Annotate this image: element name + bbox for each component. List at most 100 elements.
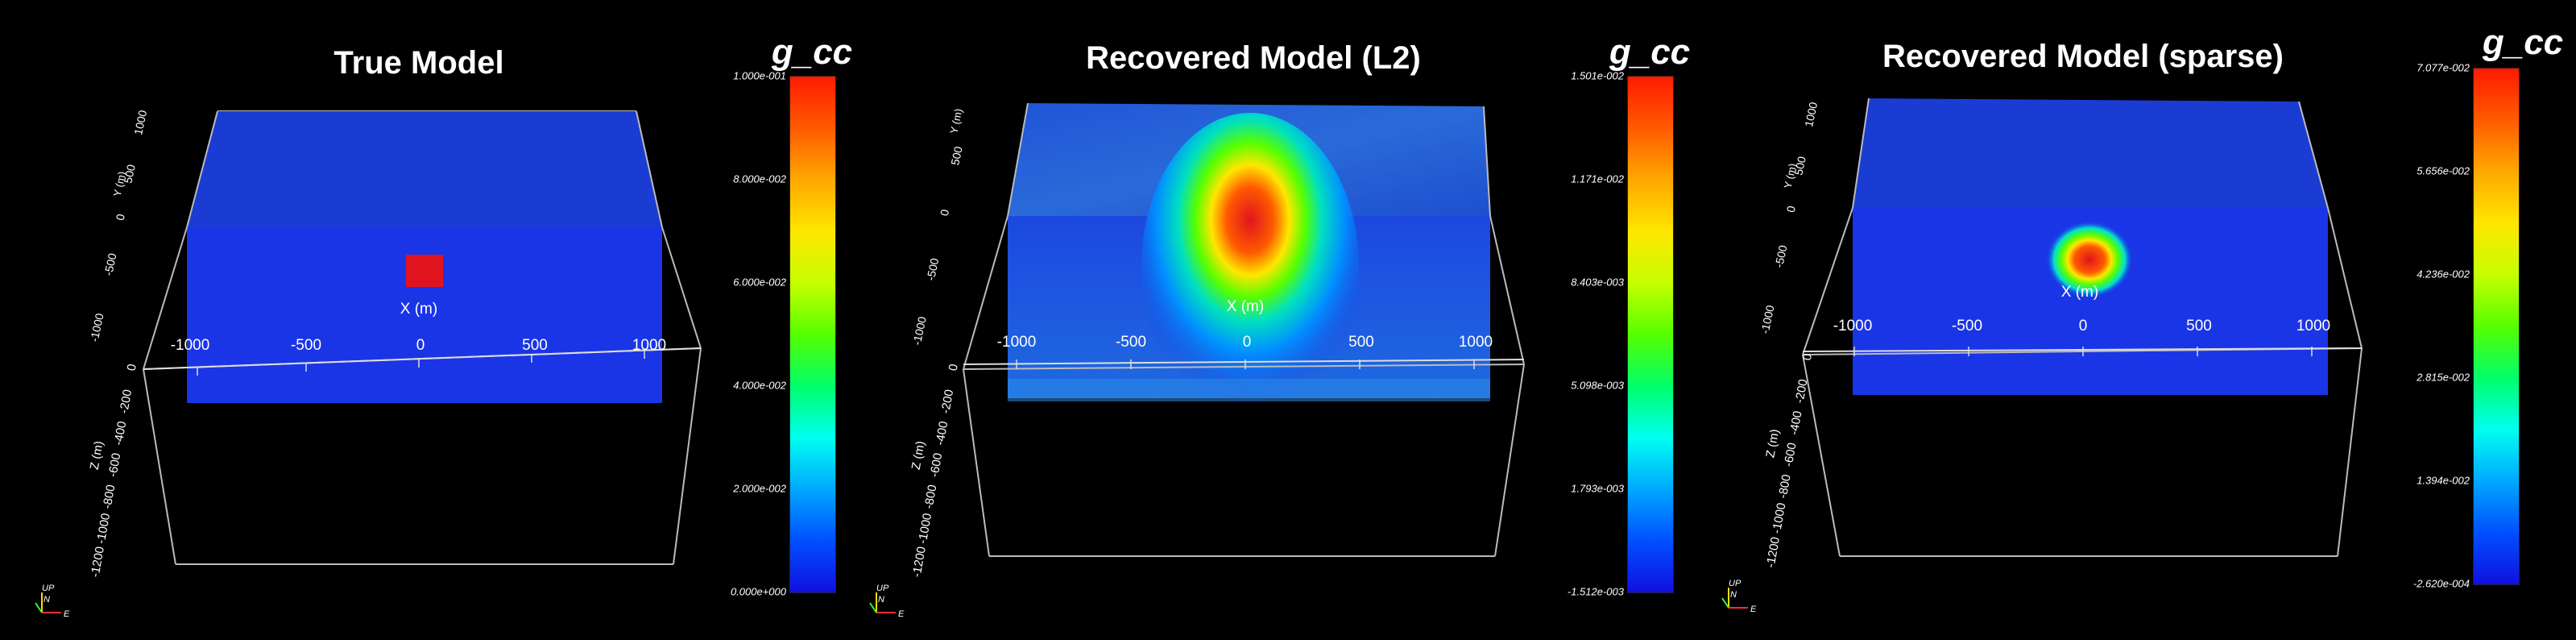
colorbar-title: g_cc bbox=[771, 32, 853, 72]
x-tick-label: 1000 bbox=[1459, 334, 1493, 351]
colorbar-label: 5.098e-003 bbox=[1571, 379, 1624, 392]
x-tick-label: 0 bbox=[1243, 334, 1252, 351]
z-axis: 0 -200 -400 -600 -800 -1000 -1200 Z (m) bbox=[909, 363, 961, 579]
x-axis-label: X (m) bbox=[2061, 284, 2098, 301]
colorbar-label: -2.620e-004 bbox=[2412, 577, 2470, 590]
model-view-3d[interactable]: -1000 -500 0 500 1000 X (m) 1000 500 0 -… bbox=[1717, 0, 2576, 640]
x-axis-line bbox=[963, 359, 1525, 365]
model-view-3d[interactable]: -1000 -500 0 500 1000 X (m) 1000 500 0 -… bbox=[0, 0, 859, 640]
panel-recovered-l2: Recovered Model (L2) bbox=[859, 0, 1717, 640]
colorbar-label: 1.394e-002 bbox=[2417, 474, 2470, 487]
x-axis-ticks bbox=[197, 351, 645, 376]
y-tick-label: -500 bbox=[924, 257, 942, 282]
y-axis: 1000 500 0 -500 -1000 Y (m) bbox=[88, 109, 150, 343]
colorbar-title: g_cc bbox=[1609, 32, 1691, 72]
panel-recovered-sparse: Recovered Model (sparse) bbox=[1717, 0, 2576, 640]
y-tick-label: -500 bbox=[101, 252, 119, 277]
model-front-bottom bbox=[1008, 379, 1490, 401]
orientation-north-label: N bbox=[1730, 590, 1737, 600]
y-tick-label: -1000 bbox=[88, 312, 106, 343]
x-tick-label: 500 bbox=[2186, 318, 2212, 335]
z-tick-label: -200 bbox=[938, 389, 956, 415]
orientation-axes-icon: UP N E bbox=[869, 584, 905, 619]
colorbar-label: 8.000e-002 bbox=[733, 172, 786, 185]
orientation-up-label: UP bbox=[42, 584, 55, 593]
z-tick-label: -800 bbox=[1776, 473, 1794, 500]
colorbar-label: 1.793e-003 bbox=[1571, 482, 1624, 495]
x-tick-label: 1000 bbox=[2296, 318, 2330, 335]
anomaly-compact bbox=[2046, 221, 2133, 298]
model-top-face bbox=[187, 111, 662, 227]
z-tick-label: -400 bbox=[933, 420, 950, 447]
y-tick-label: -1000 bbox=[1758, 304, 1777, 335]
z-tick-label: -1000 bbox=[916, 512, 934, 545]
x-tick-label: 500 bbox=[522, 337, 548, 354]
bounding-box bbox=[963, 102, 1525, 557]
orientation-north-label: N bbox=[878, 595, 884, 605]
x-tick-label: -500 bbox=[1116, 334, 1146, 351]
colorbar-label: 6.000e-002 bbox=[733, 276, 786, 289]
y-tick-label: 1000 bbox=[1802, 101, 1820, 128]
y-tick-label: -1000 bbox=[910, 315, 929, 347]
x-tick-label: 500 bbox=[1348, 334, 1374, 351]
x-axis-label: X (m) bbox=[400, 301, 437, 318]
x-axis-line bbox=[1802, 347, 2363, 352]
x-tick-label: -1000 bbox=[1833, 318, 1873, 335]
z-tick-label: -1200 bbox=[1764, 536, 1783, 569]
z-tick-label: -200 bbox=[1793, 378, 1811, 405]
z-axis-label: Z (m) bbox=[909, 440, 928, 471]
z-tick-label: -1200 bbox=[89, 546, 107, 579]
x-tick-label: -500 bbox=[1952, 318, 1982, 335]
orientation-axes-icon: UP N E bbox=[35, 584, 70, 619]
colorbar-label: 1.000e-001 bbox=[733, 69, 786, 82]
z-axis: 0 -200 -400 -600 -800 -1000 -1200 Z (m) bbox=[88, 363, 139, 579]
y-tick-label: 500 bbox=[1791, 155, 1808, 176]
colorbar-label: 2.815e-002 bbox=[2417, 371, 2470, 384]
y-axis-label: Y (m) bbox=[1782, 162, 1799, 189]
x-tick-label: 1000 bbox=[632, 337, 666, 354]
z-tick-label: 0 bbox=[946, 363, 961, 372]
y-tick-label: 500 bbox=[121, 163, 138, 184]
z-tick-label: -400 bbox=[1787, 409, 1805, 436]
orientation-north-label: N bbox=[43, 595, 50, 605]
z-tick-label: 0 bbox=[1800, 352, 1815, 361]
colorbar-label: 4.236e-002 bbox=[2417, 268, 2470, 281]
colorbar-label: 5.656e-002 bbox=[2417, 164, 2470, 177]
y-axis-label: Y (m) bbox=[947, 107, 964, 135]
x-axis-line bbox=[143, 347, 702, 370]
panel-true-model: True Model bbox=[0, 0, 859, 640]
x-tick-label: 0 bbox=[416, 337, 425, 354]
bounding-box bbox=[1802, 98, 2363, 557]
z-tick-label: -600 bbox=[106, 452, 123, 479]
x-axis-ticks bbox=[1016, 359, 1475, 369]
y-tick-label: 500 bbox=[948, 145, 965, 166]
model-view-3d[interactable]: -1000 -500 0 500 1000 X (m) 500 0 -500 -… bbox=[859, 0, 1717, 640]
colorbar bbox=[789, 76, 836, 593]
y-tick-label: 0 bbox=[938, 208, 951, 217]
anomaly-smooth bbox=[1141, 113, 1359, 419]
z-tick-label: -1000 bbox=[1770, 502, 1788, 535]
orientation-up-label: UP bbox=[876, 584, 889, 593]
panel-title: Recovered Model (sparse) bbox=[1882, 39, 2284, 74]
x-tick-label: -500 bbox=[291, 337, 321, 354]
colorbar-label: 1.501e-002 bbox=[1571, 69, 1624, 82]
x-axis-label: X (m) bbox=[1227, 298, 1264, 315]
orientation-east-label: E bbox=[898, 609, 905, 619]
y-tick-label: 1000 bbox=[131, 109, 149, 136]
orientation-east-label: E bbox=[64, 609, 70, 619]
z-tick-label: -1200 bbox=[910, 546, 929, 579]
z-axis-label: Z (m) bbox=[88, 440, 106, 471]
y-tick-label: -500 bbox=[1772, 244, 1790, 269]
colorbar-label: -1.512e-003 bbox=[1567, 585, 1624, 598]
z-axis-label: Z (m) bbox=[1763, 428, 1782, 459]
colorbar-label: 2.000e-002 bbox=[733, 482, 786, 495]
orientation-axes-icon: UP N E bbox=[1721, 579, 1757, 614]
y-axis-label: Y (m) bbox=[111, 170, 128, 197]
z-tick-label: -400 bbox=[111, 420, 129, 447]
colorbar-label: 8.403e-003 bbox=[1571, 276, 1624, 289]
x-tick-label: 0 bbox=[2079, 318, 2088, 335]
x-axis-ticks bbox=[1853, 347, 2313, 356]
z-tick-label: -600 bbox=[1782, 442, 1799, 468]
panel-title: Recovered Model (L2) bbox=[1086, 40, 1421, 76]
z-tick-label: -600 bbox=[927, 452, 945, 479]
